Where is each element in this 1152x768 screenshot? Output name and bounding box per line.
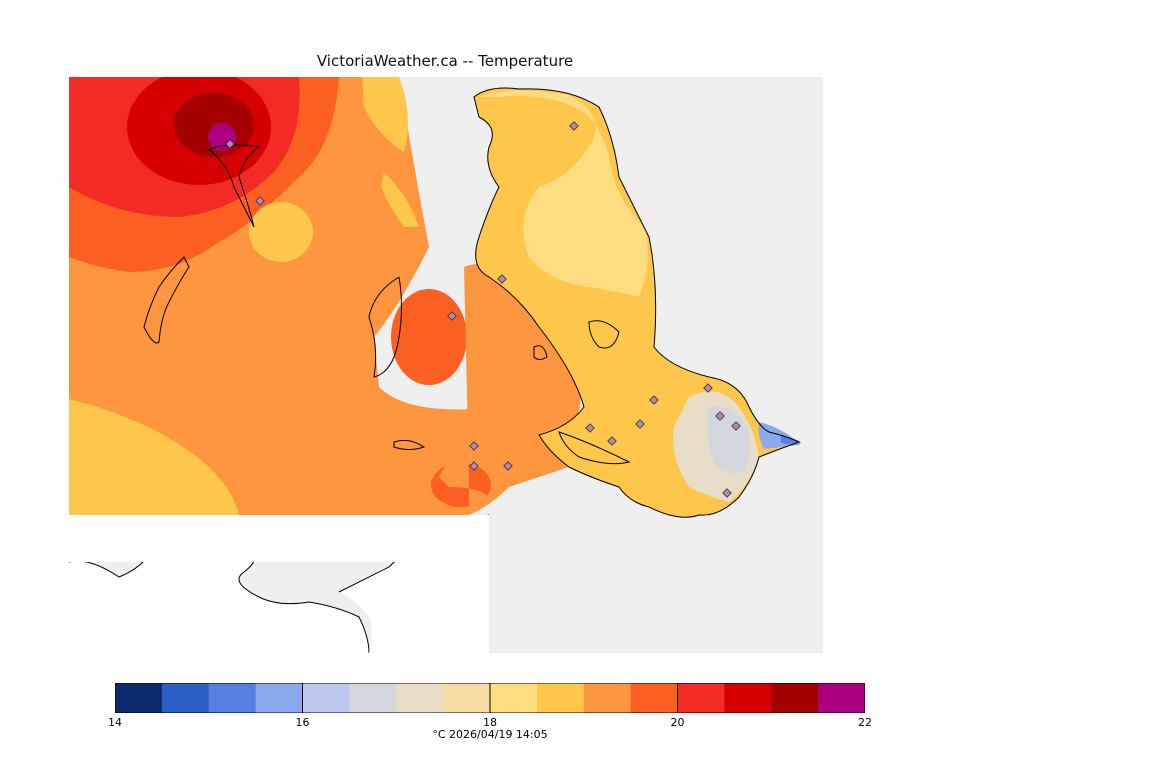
station-marker bbox=[503, 461, 513, 471]
station-marker bbox=[715, 411, 725, 421]
colorbar-cell bbox=[536, 683, 585, 713]
contour-yellow-bump bbox=[249, 202, 313, 262]
station-marker bbox=[731, 421, 741, 431]
saanich-peninsula bbox=[439, 87, 801, 518]
colorbar-cell bbox=[208, 683, 257, 713]
coastlines bbox=[143, 144, 631, 465]
station-marker bbox=[469, 461, 479, 471]
station-marker bbox=[225, 139, 235, 149]
temperature-contours bbox=[69, 77, 589, 515]
station-marker bbox=[607, 436, 617, 446]
colorbar-tick-label: 22 bbox=[858, 716, 872, 729]
temperature-colorbar bbox=[115, 683, 865, 713]
colorbar-cell bbox=[302, 683, 350, 713]
colorbar-cell bbox=[677, 683, 725, 713]
colorbar-cell bbox=[490, 683, 538, 713]
olympic-peninsula bbox=[69, 532, 369, 653]
islet-mid bbox=[533, 345, 548, 360]
contour-central-orange bbox=[391, 289, 467, 385]
colorbar-cell bbox=[161, 683, 210, 713]
colorbar-cell bbox=[583, 683, 632, 713]
station-markers bbox=[225, 121, 741, 498]
colorbar-cell bbox=[771, 683, 819, 713]
station-marker bbox=[635, 419, 645, 429]
harbour bbox=[558, 431, 631, 465]
colorbar-cell bbox=[349, 683, 397, 713]
fill-below-white bbox=[69, 515, 489, 562]
station-marker bbox=[255, 196, 265, 206]
station-marker bbox=[569, 121, 579, 131]
station-marker bbox=[649, 395, 659, 405]
colorbar-cell bbox=[115, 683, 163, 713]
units-timestamp: °C 2026/04/19 14:05 bbox=[432, 728, 548, 741]
station-marker bbox=[447, 311, 457, 321]
islet-south bbox=[393, 439, 426, 450]
contour-coast-strip2 bbox=[381, 172, 419, 227]
peninsula-outline bbox=[473, 87, 801, 518]
colorbar-cell bbox=[724, 683, 772, 713]
peninsula-light-yellow bbox=[479, 90, 648, 297]
station-marker bbox=[703, 383, 713, 393]
colorbar-cell bbox=[443, 683, 491, 713]
contour-coast-strip bbox=[362, 77, 408, 152]
inlet-north bbox=[208, 144, 261, 228]
colorbar-cell bbox=[630, 683, 678, 713]
station-marker bbox=[585, 423, 595, 433]
map-title: VictoriaWeather.ca -- Temperature bbox=[316, 52, 574, 70]
island-west bbox=[143, 256, 190, 344]
colorbar-cell bbox=[818, 683, 865, 713]
station-marker bbox=[722, 488, 732, 498]
colorbar-tick-label: 14 bbox=[108, 716, 122, 729]
station-marker bbox=[469, 441, 479, 451]
islet-north-peninsula bbox=[588, 320, 620, 349]
colorbar-cell bbox=[396, 683, 444, 713]
bay-central bbox=[368, 276, 402, 378]
station-marker bbox=[497, 274, 507, 284]
peninsula-pale2 bbox=[707, 406, 750, 474]
temperature-map[interactable] bbox=[69, 77, 823, 653]
colorbar-cell bbox=[255, 683, 303, 713]
colorbar-tick-label: 16 bbox=[295, 716, 310, 729]
contour-sw-yellow bbox=[69, 399, 239, 515]
colorbar-tick-label: 18 bbox=[483, 716, 497, 729]
colorbar-tick-label: 20 bbox=[670, 716, 685, 729]
